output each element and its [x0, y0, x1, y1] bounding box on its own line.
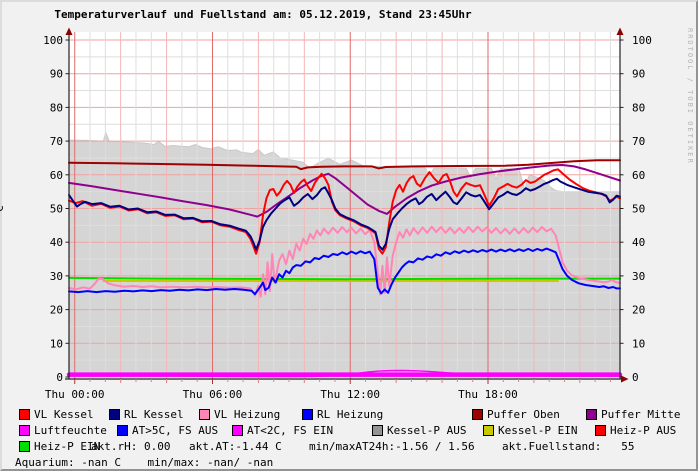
series-puffer-oben — [68, 159, 621, 171]
x-tick-label: Thu 18:00 — [458, 388, 518, 401]
x-tick-label: Thu 06:00 — [183, 388, 243, 401]
y-tick-label-left: 0 — [56, 371, 63, 384]
y-tick-label-right: 80 — [632, 101, 645, 114]
y-tick-label-left: 50 — [50, 203, 63, 216]
y-tick-label-left: 20 — [50, 304, 63, 317]
y-tick-label-right: 0 — [632, 371, 639, 384]
y-tick-label-right: 30 — [632, 270, 645, 283]
y-tick-label-left: 30 — [50, 270, 63, 283]
series-luftfeuchte — [68, 369, 621, 378]
chart-title: Temperaturverlauf und Fuellstand am: 05.… — [54, 8, 472, 21]
y-tick-label-left: 80 — [50, 101, 63, 114]
y-tick-label-left: 40 — [50, 236, 63, 249]
y-tick-label-left: 90 — [50, 68, 63, 81]
series-rl-heizung — [68, 247, 621, 296]
y-tick-label-right: 100 — [632, 34, 652, 47]
y-tick-label-right: 20 — [632, 304, 645, 317]
arrow-right-x — [621, 375, 629, 383]
y-tick-label-right: 10 — [632, 337, 645, 350]
series-vl-kessel — [68, 168, 621, 255]
y-tick-label-left: 70 — [50, 135, 63, 148]
y-tick-label-right: 50 — [632, 203, 645, 216]
series-rl-kessel — [68, 177, 621, 251]
series-vl-heizung — [68, 225, 621, 298]
arrow-up-right — [616, 27, 624, 35]
x-tick-label: Thu 00:00 — [45, 388, 105, 401]
y-tick-label-left: 100 — [43, 34, 63, 47]
series-puffer-mitte — [68, 164, 621, 218]
y-tick-label-left: 10 — [50, 337, 63, 350]
arrow-up-left — [65, 27, 73, 35]
rrdtool-watermark: RRDTOOL / TOBI OETIKER — [686, 28, 694, 165]
y-tick-label-right: 40 — [632, 236, 645, 249]
series-heizp-ein — [68, 276, 621, 281]
y-tick-label-left: 60 — [50, 169, 63, 182]
y-tick-label-right: 90 — [632, 68, 645, 81]
x-tick-label: Thu 12:00 — [320, 388, 380, 401]
y-tick-label-right: 60 — [632, 169, 645, 182]
y-tick-label-right: 70 — [632, 135, 645, 148]
